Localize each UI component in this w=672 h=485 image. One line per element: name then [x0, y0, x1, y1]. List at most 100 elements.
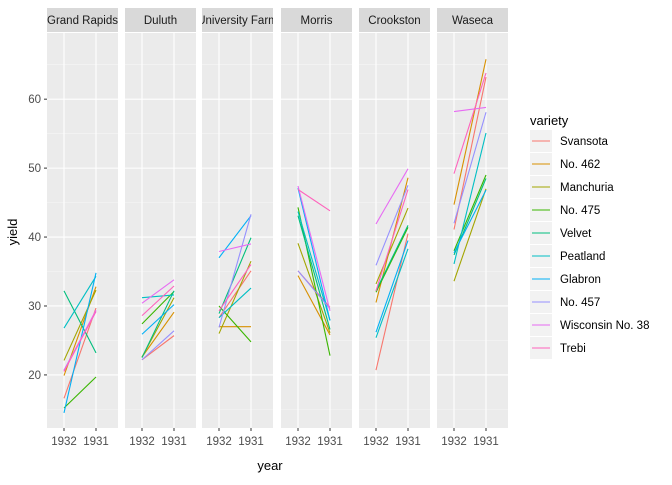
series-line [375, 227, 409, 293]
series-line [63, 289, 97, 361]
legend-item: Manchuria [530, 176, 614, 198]
facet-strip-label: Duluth [144, 15, 177, 27]
legend-label: Wisconsin No. 38 [560, 320, 649, 332]
series-line [297, 215, 331, 330]
series-line [453, 59, 487, 205]
y-tick-label: 40 [28, 232, 41, 244]
series-line [63, 272, 97, 413]
series-line [453, 189, 487, 254]
series-line [453, 174, 487, 252]
legend-label: Manchuria [560, 182, 614, 194]
legend-label: Velvet [560, 228, 592, 240]
x-tick-label: 1931 [395, 436, 421, 448]
series-line [375, 240, 409, 333]
series-line [375, 168, 409, 225]
facet-strip [281, 8, 352, 32]
series-line [141, 311, 175, 358]
y-axis-title: yield [5, 219, 20, 246]
facet-panel: University Farm 1932 1931 [197, 8, 278, 448]
series-line [453, 72, 487, 174]
x-axis-title: year [257, 458, 283, 473]
legend-label: No. 475 [560, 205, 600, 217]
facet-strip [359, 8, 430, 32]
legend-label: Peatland [560, 251, 605, 263]
series-line [141, 291, 175, 325]
x-tick-label: 1931 [473, 436, 499, 448]
legend-item: No. 457 [530, 291, 600, 313]
series-line [63, 276, 97, 329]
panel-background [47, 33, 118, 428]
facet-panel: Waseca 1932 1931 [437, 8, 508, 448]
series-line [63, 290, 97, 354]
x-tick-label: 1932 [206, 436, 232, 448]
facet-strip-label: University Farm [197, 15, 278, 27]
series-line [141, 304, 175, 335]
facet-strip-label: Crookston [368, 15, 420, 27]
series-line [218, 264, 252, 312]
series-line [297, 189, 331, 212]
x-tick-label: 1932 [285, 436, 311, 448]
series-line [297, 243, 331, 334]
facet-strip [437, 8, 508, 32]
facet-panel: Grand Rapids 1932 1931 [47, 8, 118, 448]
series-line [63, 307, 97, 399]
legend-label: Glabron [560, 274, 601, 286]
x-tick-label: 1932 [441, 436, 467, 448]
facet-strip-label: Waseca [452, 15, 494, 27]
series-line [218, 243, 252, 253]
x-tick-label: 1932 [363, 436, 389, 448]
legend-item: No. 475 [530, 199, 600, 221]
panel-background [437, 33, 508, 428]
series-line [375, 248, 409, 338]
series-line [218, 237, 252, 314]
legend-label: No. 457 [560, 297, 600, 309]
x-tick-label: 1931 [161, 436, 187, 448]
x-tick-label: 1931 [317, 436, 343, 448]
facet-strip [125, 8, 196, 32]
legend-item: Trebi [530, 337, 586, 359]
facet-panel: Morris 1932 1931 [281, 8, 352, 448]
legend-item: Svansota [530, 130, 609, 152]
series-line [218, 287, 252, 319]
series-line [63, 311, 97, 372]
series-line [297, 270, 331, 310]
facet-strip [47, 8, 118, 32]
legend-item: Peatland [530, 245, 605, 267]
series-line [297, 275, 331, 336]
series-line [375, 185, 409, 266]
y-tick-label: 30 [28, 301, 41, 313]
series-line [375, 225, 409, 292]
legend-title: variety [530, 113, 569, 128]
series-line [141, 294, 175, 299]
series-line [297, 207, 331, 356]
panel-background [125, 33, 196, 428]
legend-label: No. 462 [560, 159, 600, 171]
x-tick-label: 1931 [238, 436, 264, 448]
legend-item: No. 462 [530, 153, 600, 175]
series-line [141, 330, 175, 361]
series-line [141, 335, 175, 361]
series-line [141, 290, 175, 358]
legend-item: Wisconsin No. 38 [530, 314, 649, 336]
facet-strip-label: Grand Rapids [47, 15, 118, 27]
series-line [63, 376, 97, 409]
legend-item: Glabron [530, 268, 601, 290]
series-line [453, 106, 487, 113]
series-line [218, 305, 252, 343]
series-line [375, 189, 409, 291]
facet-panel: Duluth 1932 1931 [125, 8, 196, 448]
series-line [141, 285, 175, 317]
series-line [297, 187, 331, 321]
y-tick-label: 60 [28, 94, 41, 106]
panel-background [281, 33, 352, 428]
y-tick-label: 20 [28, 370, 41, 382]
series-line [218, 214, 252, 328]
facet-strip [202, 8, 273, 32]
series-line [141, 279, 175, 304]
x-tick-label: 1932 [129, 436, 155, 448]
series-line [453, 188, 487, 282]
legend-item: Velvet [530, 222, 592, 244]
